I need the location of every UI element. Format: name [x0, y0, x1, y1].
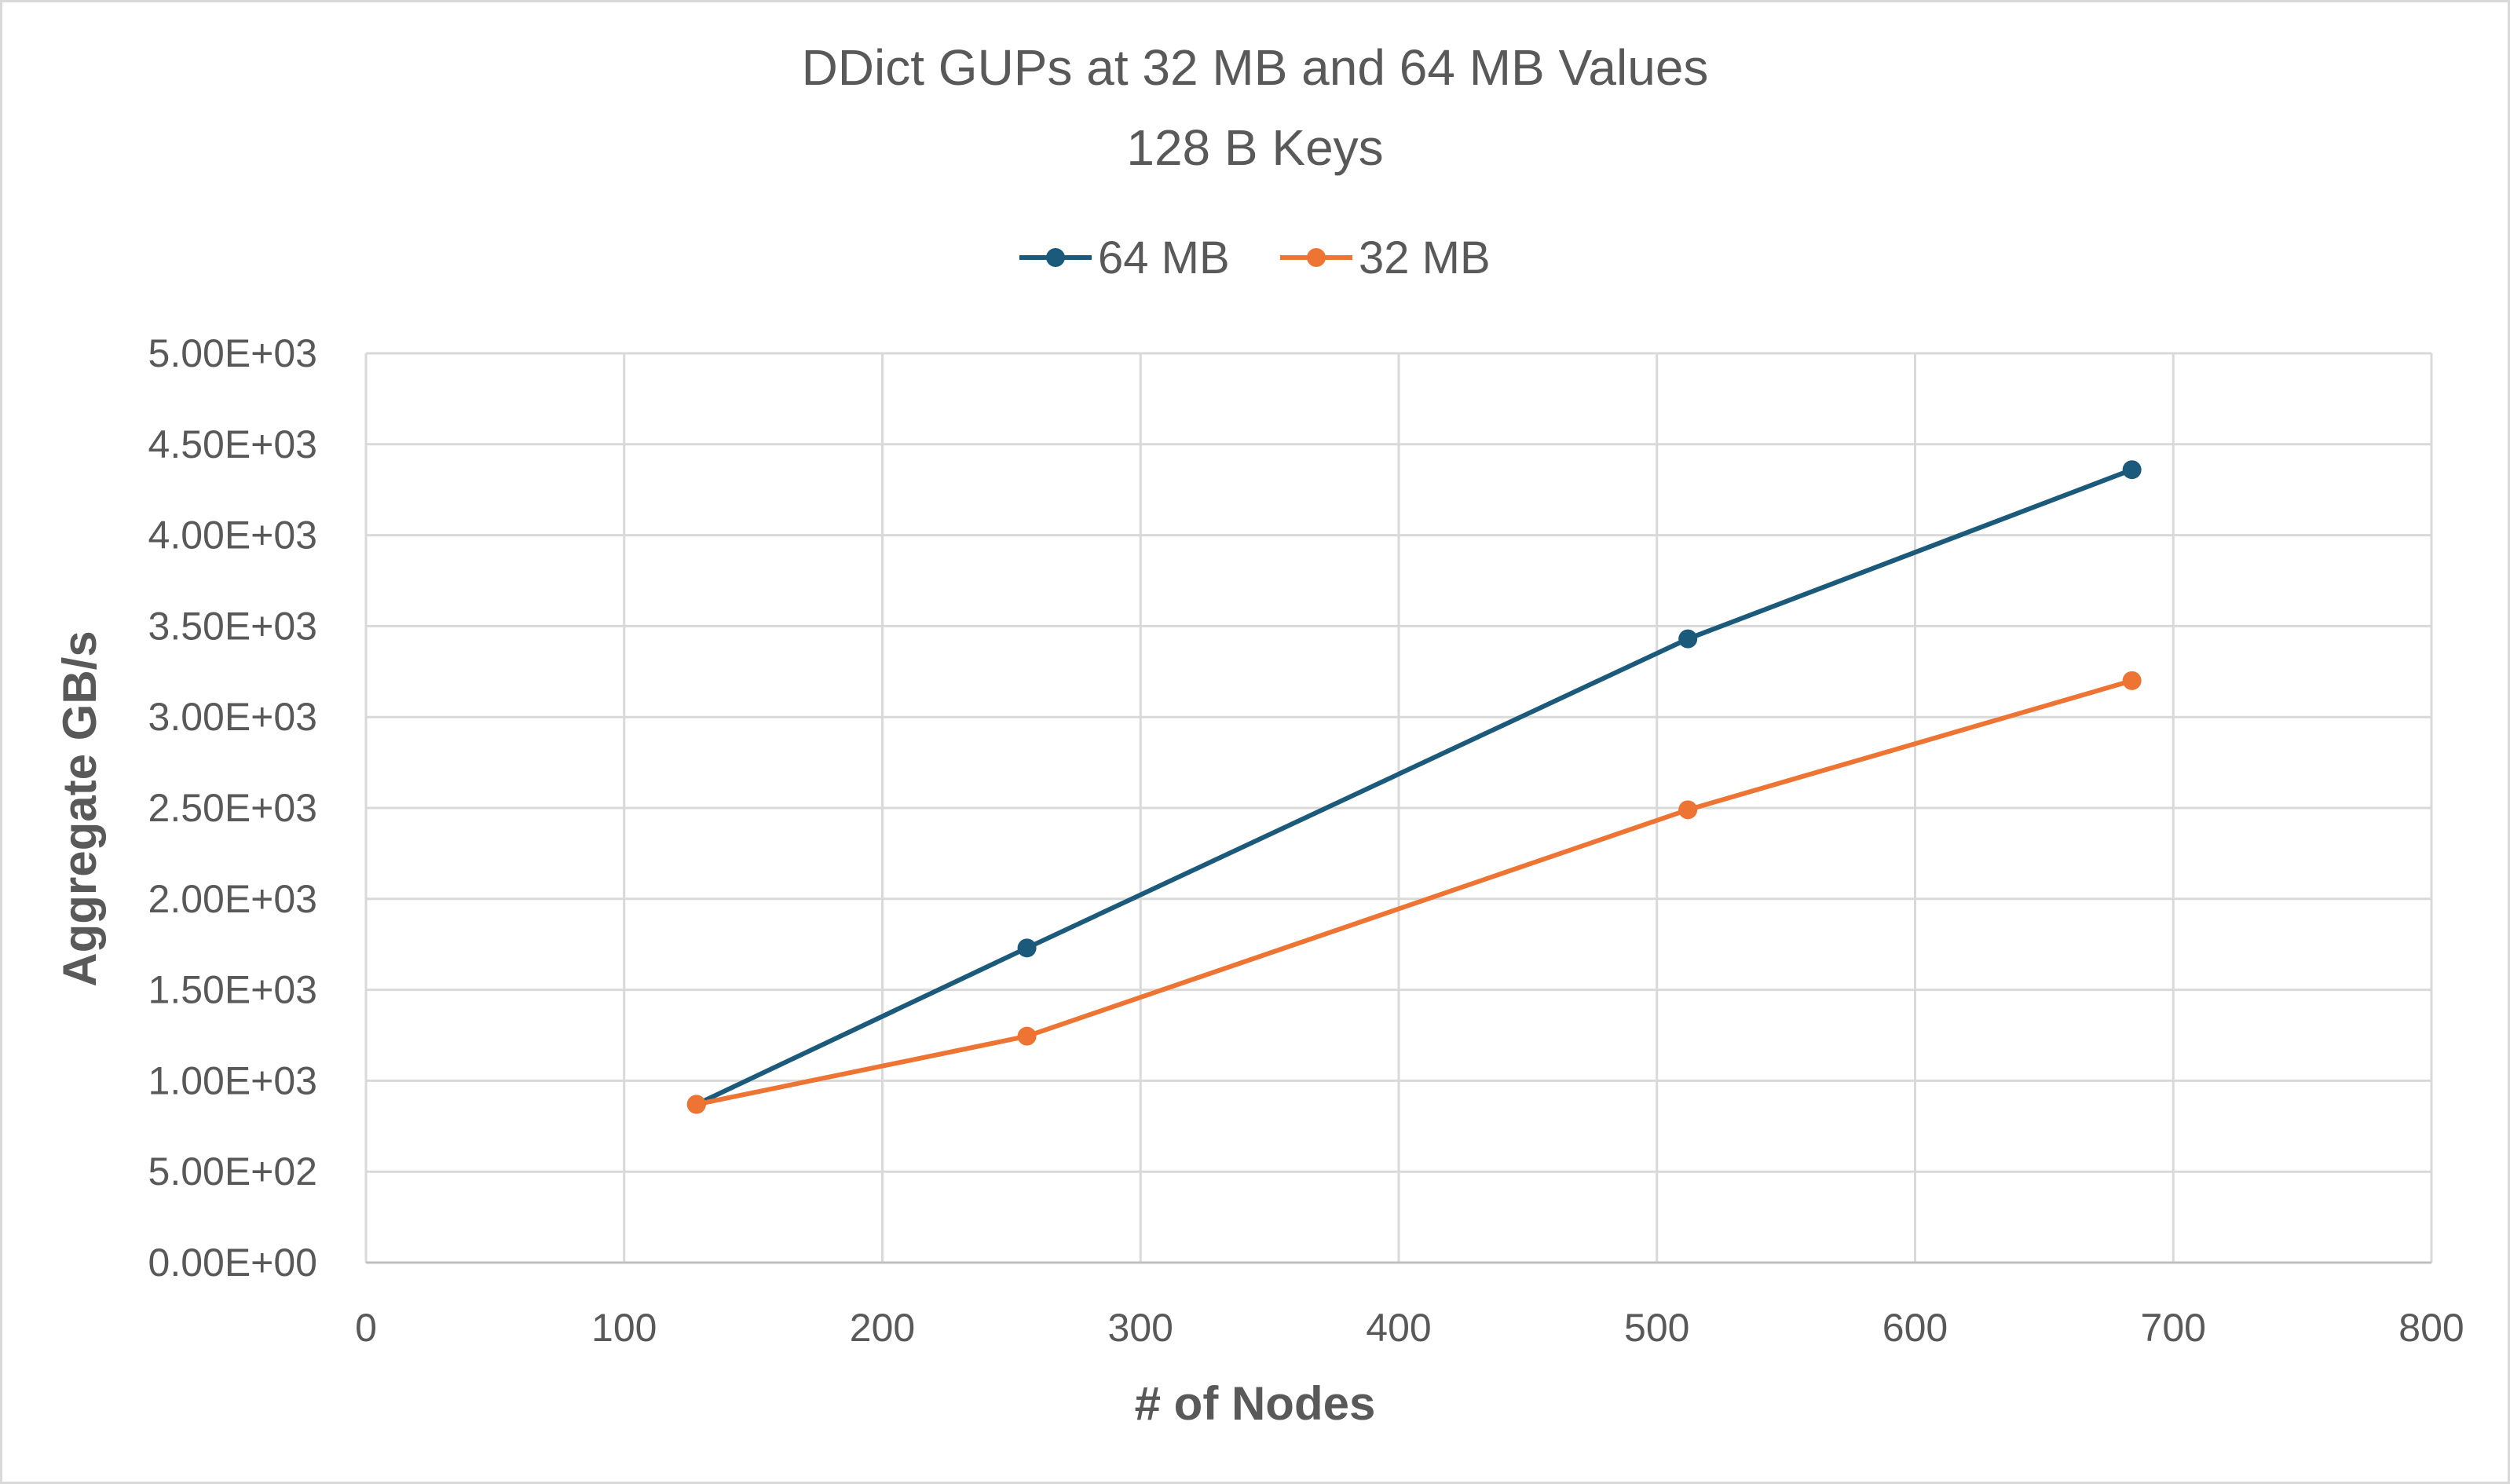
data-point-64-mb: [1017, 938, 1037, 958]
x-tick-label: 600: [1882, 1306, 1948, 1350]
legend-label-32-mb: 32 MB: [1359, 232, 1491, 283]
y-tick-label: 1.50E+03: [148, 968, 317, 1012]
data-point-32-mb: [2122, 671, 2142, 690]
x-tick-label: 300: [1108, 1306, 1173, 1350]
series-line-64-mb: [695, 467, 2133, 1107]
legend-marker-64-mb: [1046, 248, 1065, 267]
x-tick-label: 800: [2398, 1306, 2464, 1350]
x-tick-label: 100: [591, 1306, 657, 1350]
x-tick-label: 400: [1366, 1306, 1431, 1350]
y-tick-label: 4.50E+03: [148, 422, 317, 466]
data-point-32-mb: [686, 1095, 706, 1114]
legend: 64 MB 32 MB: [1019, 232, 1491, 283]
y-tick-label: 4.00E+03: [148, 514, 317, 557]
x-axis-title: # of Nodes: [1135, 1377, 1376, 1430]
y-tick-label: 2.50E+03: [148, 786, 317, 830]
y-axis-title: Aggregate GB/s: [53, 631, 106, 986]
x-axis: 0 100 200 300 400 500 600 700 800: [355, 1261, 2464, 1350]
x-tick-label: 700: [2141, 1306, 2206, 1350]
y-tick-label: 3.50E+03: [148, 604, 317, 648]
x-tick-label: 500: [1624, 1306, 1689, 1350]
data-point-32-mb: [1017, 1026, 1037, 1046]
chart-title: DDict GUPs at 32 MB and 64 MB Values: [802, 39, 1709, 96]
data-point-32-mb: [1678, 800, 1698, 820]
x-tick-label: 200: [850, 1306, 915, 1350]
data-point-64-mb: [2122, 460, 2142, 480]
plot-series: [686, 460, 2142, 1114]
chart-subtitle: 128 B Keys: [1126, 119, 1383, 176]
y-tick-label: 2.00E+03: [148, 877, 317, 921]
data-point-64-mb: [1678, 629, 1698, 649]
y-tick-label: 1.00E+03: [148, 1058, 317, 1102]
y-axis: 0.00E+00 5.00E+02 1.00E+03 1.50E+03 2.00E+03…: [148, 331, 368, 1285]
series-line-32-mb: [696, 678, 2133, 1107]
x-tick-label: 0: [355, 1306, 377, 1350]
gridlines: [366, 352, 2433, 1263]
y-tick-label: 3.00E+03: [148, 695, 317, 739]
legend-label-64-mb: 64 MB: [1098, 232, 1230, 283]
legend-marker-32-mb: [1307, 248, 1326, 267]
y-tick-label: 5.00E+02: [148, 1150, 317, 1193]
y-tick-label: 5.00E+03: [148, 331, 317, 375]
y-tick-label: 0.00E+00: [148, 1241, 317, 1285]
